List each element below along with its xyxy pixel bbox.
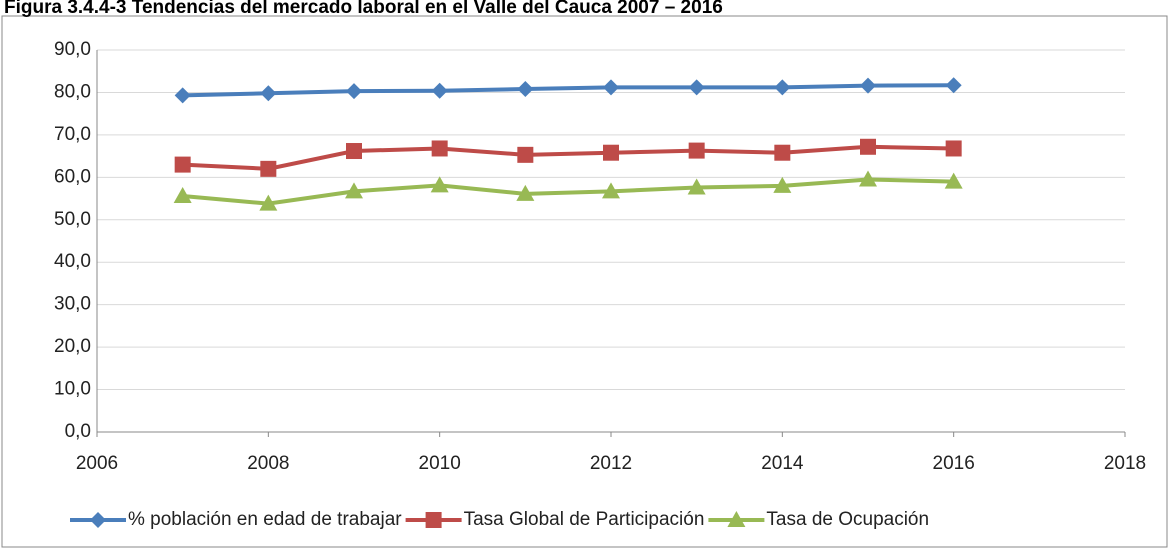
x-tick-label: 2018 — [1104, 453, 1146, 474]
y-tick-label: 90,0 — [54, 39, 91, 60]
marker — [774, 79, 791, 96]
marker — [431, 140, 448, 157]
legend-label: Tasa Global de Participación — [464, 509, 705, 530]
y-tick-label: 30,0 — [54, 294, 91, 315]
marker — [860, 138, 876, 155]
y-tick-label: 70,0 — [54, 124, 91, 145]
series-line — [182, 177, 954, 206]
x-tick-label: 2006 — [76, 453, 118, 474]
marker — [603, 79, 619, 96]
y-tick-label: 40,0 — [54, 251, 91, 272]
marker — [774, 144, 791, 161]
y-tick-label: 0,0 — [65, 421, 91, 442]
marker — [430, 176, 449, 193]
marker — [688, 79, 705, 96]
marker — [517, 81, 534, 98]
marker — [517, 146, 534, 163]
x-tick-label: 2016 — [933, 453, 975, 474]
y-tick-label: 60,0 — [54, 166, 91, 187]
marker — [944, 172, 963, 189]
marker — [260, 160, 277, 177]
marker — [425, 512, 442, 528]
marker — [346, 143, 362, 160]
marker — [859, 170, 877, 187]
marker — [174, 156, 191, 173]
y-tick-label: 20,0 — [54, 336, 91, 357]
marker — [90, 512, 106, 528]
marker — [260, 85, 277, 102]
marker — [259, 194, 278, 211]
series-line — [182, 144, 954, 171]
marker — [602, 182, 620, 199]
chart-title: Figura 3.4.4-3 Tendencias del mercado la… — [4, 0, 723, 18]
marker — [945, 140, 962, 157]
marker — [688, 142, 705, 159]
legend-label: Tasa de Ocupación — [766, 509, 929, 530]
marker — [431, 82, 448, 99]
marker — [860, 77, 876, 94]
marker — [945, 77, 962, 94]
marker — [687, 178, 706, 195]
x-tick-label: 2012 — [590, 453, 632, 474]
chart-frame — [1, 15, 1168, 548]
marker — [345, 182, 363, 199]
y-tick-label: 80,0 — [54, 81, 91, 102]
x-tick-label: 2008 — [247, 453, 289, 474]
marker — [174, 87, 191, 104]
marker — [727, 511, 746, 527]
marker — [173, 187, 192, 204]
marker — [603, 144, 619, 161]
y-tick-label: 10,0 — [54, 379, 91, 400]
marker — [773, 176, 792, 193]
x-tick-label: 2010 — [419, 453, 461, 474]
y-tick-label: 50,0 — [54, 209, 91, 230]
x-tick-label: 2014 — [761, 453, 804, 474]
marker — [516, 184, 535, 201]
series-line — [182, 83, 954, 98]
marker — [346, 83, 362, 100]
legend-label: % población en edad de trabajar — [128, 509, 402, 530]
